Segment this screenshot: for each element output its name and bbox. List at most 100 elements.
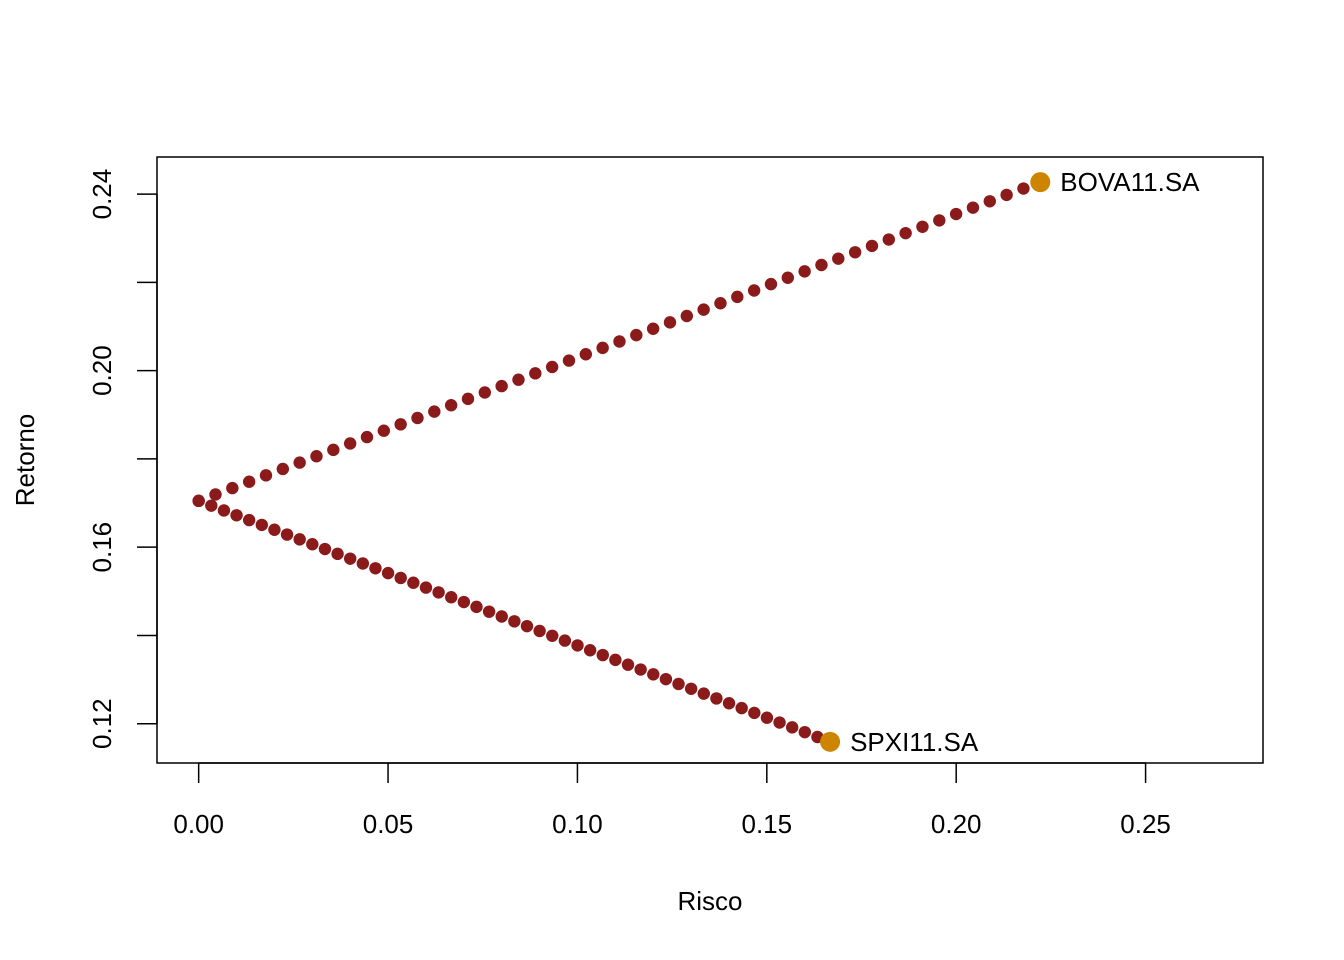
frontier-point	[798, 265, 811, 278]
frontier-point	[773, 716, 786, 729]
frontier-point	[280, 528, 294, 541]
x-tick-label: 0.20	[931, 809, 982, 839]
frontier-point	[722, 697, 736, 710]
frontier-point	[781, 271, 794, 284]
frontier-point	[268, 523, 281, 536]
frontier-point	[646, 322, 660, 335]
y-axis-title: Retorno	[10, 414, 40, 507]
frontier-point	[613, 335, 626, 348]
frontier-point	[444, 399, 458, 412]
frontier-point	[621, 658, 635, 671]
frontier-point	[933, 214, 946, 227]
frontier-point	[470, 600, 483, 614]
frontier-point	[697, 687, 710, 700]
frontier-point	[242, 513, 256, 527]
frontier-point	[785, 721, 799, 734]
frontier-point	[306, 538, 319, 551]
frontier-point	[293, 456, 306, 469]
x-axis: 0.00 0.05 0.10 0.15 0.20 0.25	[173, 762, 1171, 839]
frontier-point	[672, 677, 685, 691]
frontier-point	[394, 418, 407, 431]
frontier-point	[394, 571, 407, 585]
frontier-point	[949, 207, 963, 221]
frontier-point	[508, 615, 521, 628]
frontier-point	[764, 277, 778, 291]
frontier-point	[230, 509, 243, 522]
frontier-point	[356, 557, 370, 570]
frontier-point	[748, 706, 761, 720]
frontier-point	[571, 639, 584, 652]
frontier-point	[697, 303, 710, 316]
frontier-point	[966, 201, 980, 214]
frontier-point	[533, 624, 546, 638]
frontier-point	[482, 605, 496, 618]
frontier-point	[520, 619, 534, 633]
frontier-point	[529, 367, 542, 380]
frontier-point	[310, 450, 323, 463]
frontier-point	[226, 481, 239, 495]
frontier-point	[710, 692, 723, 705]
frontier-point	[882, 233, 895, 246]
frontier-point	[381, 566, 395, 580]
frontier-point	[546, 629, 559, 642]
frontier-point	[609, 653, 622, 667]
frontier-point	[558, 634, 572, 647]
frontier-point	[562, 354, 576, 367]
frontier-point	[865, 239, 879, 253]
frontier-point	[293, 533, 306, 546]
frontier-point	[747, 284, 761, 297]
frontier-point	[596, 648, 609, 662]
x-tick-label: 0.15	[742, 809, 793, 839]
y-tick-label: 0.12	[87, 698, 117, 749]
frontier-point	[798, 725, 812, 739]
asset-point	[820, 731, 841, 752]
frontier-point	[735, 701, 748, 715]
frontier-point	[428, 405, 441, 418]
frontier-point	[916, 220, 929, 233]
frontier-point	[318, 542, 332, 556]
frontier-point	[377, 424, 391, 437]
y-tick-label: 0.20	[87, 345, 117, 396]
frontier-point	[815, 258, 828, 272]
frontier-point	[327, 443, 340, 457]
frontier-point	[1017, 182, 1030, 195]
frontier-point	[259, 469, 273, 482]
frontier-point	[411, 411, 424, 425]
frontier-point	[848, 246, 862, 259]
frontier-point	[461, 392, 475, 406]
frontier-point	[512, 373, 525, 386]
asset-label: BOVA11.SA	[1060, 167, 1200, 197]
frontier-point	[579, 348, 593, 361]
x-tick-label: 0.25	[1120, 809, 1171, 839]
frontier-point	[255, 518, 269, 532]
frontier-point	[684, 682, 698, 695]
frontier-point	[419, 581, 433, 594]
frontier-point	[583, 644, 597, 657]
frontier-point	[192, 494, 205, 508]
x-tick-label: 0.00	[173, 809, 224, 839]
frontier-point	[457, 595, 471, 609]
frontier-point	[360, 430, 374, 444]
frontier-point	[630, 328, 643, 342]
y-tick-label: 0.24	[87, 169, 117, 220]
y-axis: 0.12 0.16 0.20 0.24	[87, 169, 158, 749]
frontier-point	[331, 547, 344, 561]
frontier-point	[647, 668, 660, 681]
frontier-point	[205, 499, 218, 512]
plot-frame	[156, 156, 1264, 764]
frontier-points	[192, 175, 1047, 749]
frontier-point	[983, 195, 996, 208]
frontier-point	[680, 309, 694, 323]
frontier-point	[832, 252, 845, 265]
frontier-point	[242, 475, 256, 488]
frontier-point	[760, 711, 774, 724]
frontier-point	[343, 437, 357, 450]
frontier-point	[714, 297, 727, 310]
frontier-point	[495, 610, 508, 623]
y-tick-label: 0.16	[87, 522, 117, 573]
frontier-point	[445, 591, 458, 604]
frontier-point	[432, 586, 445, 599]
frontier-point	[478, 386, 492, 399]
frontier-point	[663, 316, 677, 329]
